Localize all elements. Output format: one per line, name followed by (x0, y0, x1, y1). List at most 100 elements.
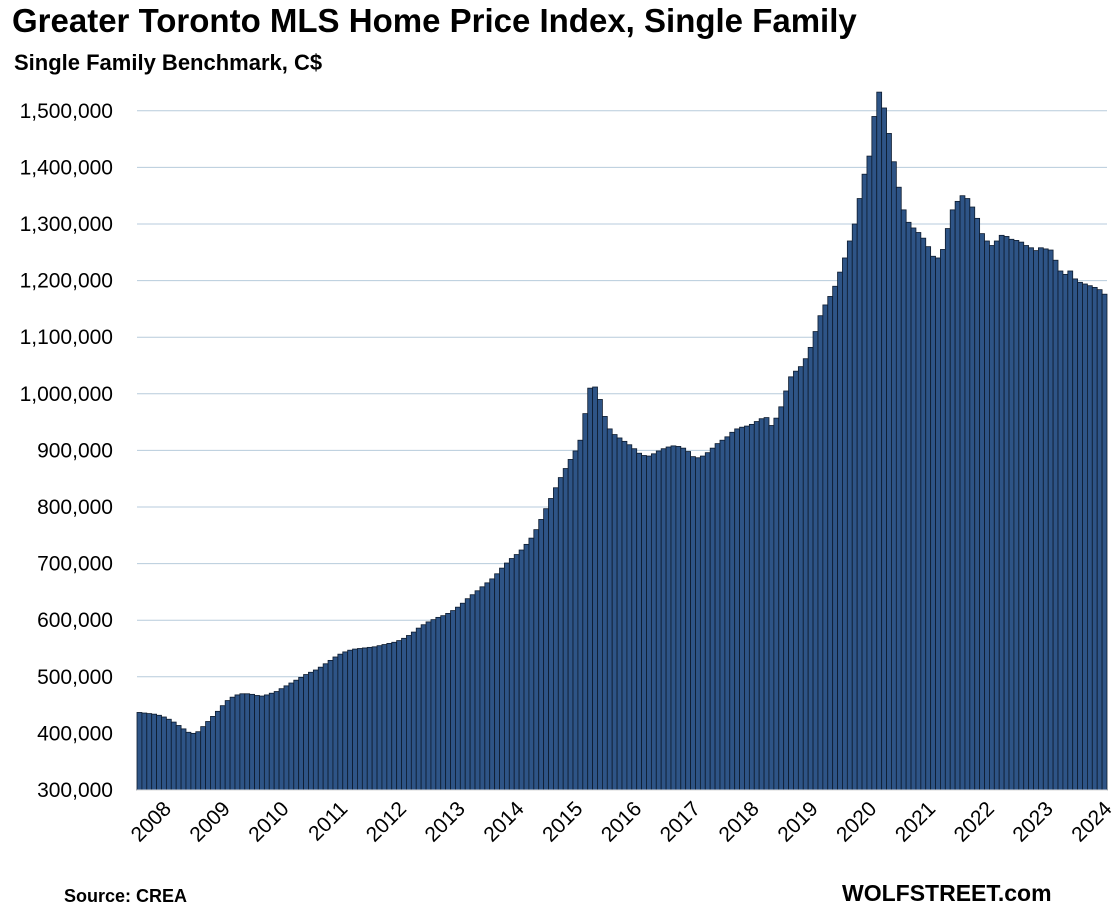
bar (337, 653, 344, 791)
bar (587, 387, 594, 791)
bar (484, 582, 491, 791)
bar (210, 716, 216, 791)
bar (205, 721, 211, 791)
bar (675, 446, 682, 791)
bar (788, 376, 794, 791)
x-tick-label: 2014 (479, 797, 529, 847)
bar (807, 346, 814, 791)
bar (606, 428, 613, 791)
bar (832, 285, 838, 791)
bar (219, 705, 226, 791)
bar (1028, 247, 1034, 791)
y-tick-label: 1,000,000 (20, 383, 113, 406)
bar (861, 173, 868, 791)
bar (224, 700, 231, 791)
x-tick-label: 2008 (127, 797, 176, 846)
bar (249, 693, 255, 791)
bar (842, 257, 848, 791)
bar (244, 693, 251, 791)
bar (851, 223, 858, 791)
bar (161, 716, 167, 791)
bar (567, 459, 574, 791)
bar (621, 440, 628, 791)
bar (548, 498, 554, 791)
bar (1087, 285, 1093, 791)
bar (508, 558, 515, 791)
bar (410, 631, 417, 791)
bar (895, 186, 902, 791)
bar (430, 619, 437, 791)
bar (886, 133, 892, 791)
bar (1082, 283, 1088, 791)
bar (254, 695, 260, 791)
bar (455, 606, 461, 791)
bar (474, 590, 481, 791)
bar (396, 640, 402, 791)
x-tick-label: 2017 (656, 797, 705, 846)
bar (1013, 240, 1020, 791)
x-tick-label: 2022 (950, 797, 999, 846)
bar (616, 437, 623, 791)
bar (935, 257, 941, 791)
bar (959, 195, 966, 791)
bar (259, 695, 265, 791)
bar (342, 651, 349, 791)
bar (268, 692, 275, 791)
bar (773, 417, 780, 791)
bar (665, 446, 672, 791)
bar (1067, 270, 1074, 791)
bar (312, 669, 319, 791)
bar (469, 594, 476, 791)
bar (876, 91, 883, 791)
bar (979, 233, 985, 791)
bar (597, 399, 603, 791)
bar (239, 693, 246, 791)
y-tick-label: 1,100,000 (20, 326, 113, 349)
bar (920, 237, 927, 791)
bar (523, 543, 530, 791)
bar (969, 206, 976, 791)
bar (1091, 286, 1098, 791)
bar (699, 455, 706, 791)
bar (704, 452, 711, 791)
bar (1062, 273, 1069, 791)
bar (533, 529, 540, 791)
chart-subtitle: Single Family Benchmark, C$ (14, 50, 323, 75)
bar (582, 413, 589, 791)
x-tick-label: 2009 (185, 797, 234, 846)
bar (141, 712, 148, 791)
brand-label: WOLFSTREET.com (842, 880, 1052, 906)
bar (288, 682, 295, 791)
bar (724, 436, 731, 791)
bar (420, 624, 427, 791)
y-tick-label: 400,000 (37, 722, 113, 745)
bar (464, 598, 471, 791)
bar (797, 366, 804, 791)
bar (602, 416, 608, 791)
y-tick-label: 800,000 (37, 496, 113, 519)
bar (984, 240, 990, 791)
bar (401, 637, 407, 791)
bar (195, 731, 202, 791)
bar (641, 455, 647, 791)
bar (298, 676, 304, 791)
bar (553, 487, 559, 791)
bar (317, 666, 324, 791)
bar (1008, 238, 1015, 791)
bar (660, 448, 667, 791)
bar (381, 644, 388, 791)
chart-title: Greater Toronto MLS Home Price Index, Si… (12, 2, 857, 39)
bar (611, 434, 618, 791)
bar (283, 685, 290, 791)
bar (719, 439, 726, 791)
x-axis-ticks: 2008 2009 2010 2011 2012 2013 2014 2015 2016 2017… (127, 797, 1116, 847)
bar (494, 573, 500, 791)
bar (391, 641, 398, 791)
bar (1018, 241, 1025, 791)
bar (229, 696, 236, 791)
x-tick-label: 2016 (597, 797, 646, 846)
bar (445, 613, 451, 791)
bar (930, 255, 936, 791)
bar (685, 451, 691, 791)
